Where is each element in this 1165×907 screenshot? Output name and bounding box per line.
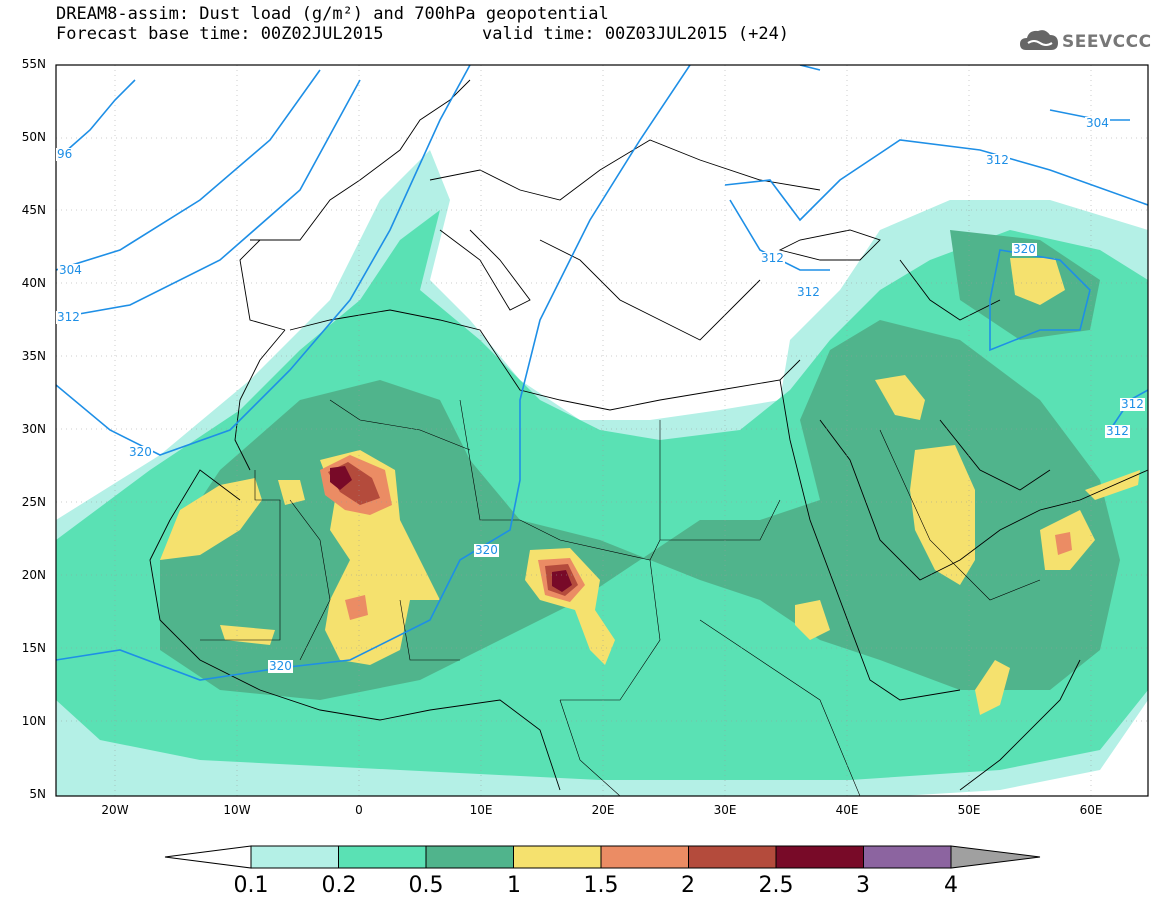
contour-label: 312 [1105,424,1130,438]
colorbar-label: 4 [944,873,958,898]
contour-label: 312 [985,153,1010,167]
colorbar-segment [250,845,339,869]
contour-label: 312 [760,251,785,265]
lon-label: 60E [1079,803,1103,817]
dust-region-8 [910,445,975,585]
colorbar-label: 2 [681,873,695,898]
dust-core-8 [345,595,368,620]
colorbar-label: 3 [856,873,870,898]
coastlines [149,79,1148,791]
colorbar-segment [775,845,864,869]
colorbar-label: 0.1 [233,873,269,898]
borders [200,399,1041,796]
valid-time: valid time: 00Z03JUL2015 (+24) [482,24,790,44]
colorbar-label: 1 [507,873,521,898]
lat-label: 20N [21,568,46,582]
dust-region-9 [1010,258,1065,305]
contour-label: 320 [474,543,499,557]
colorbar-segment [338,845,427,869]
plot-frame [55,64,1149,797]
dust-region-12 [975,660,1010,715]
colorbar-segment [425,845,514,869]
contour-label: 312 [1120,397,1145,411]
colorbar [164,845,1041,869]
colorbar-segment [600,845,689,869]
cloud-icon [1020,30,1058,50]
contour-label: 312 [56,310,81,324]
lat-label: 55N [21,57,46,71]
contour-label: 320 [1012,242,1037,256]
gridlines [56,65,1148,796]
seevccc-logo: SEEVCCC [1018,26,1158,56]
lat-label: 10N [21,714,46,728]
lat-label: 15N [21,641,46,655]
contour-label: 304 [58,263,83,277]
contour-label: 96 [56,147,74,161]
colorbar-segment [513,845,602,869]
lat-label: 40N [21,276,46,290]
dust-region-7 [875,375,925,420]
colorbar-label: 0.2 [321,873,357,898]
lon-label: 40E [835,803,859,817]
lon-label: 30E [713,803,737,817]
lat-label: 25N [21,495,46,509]
contour-label: 320 [128,445,153,459]
dust-region-6 [795,600,830,640]
colorbar-segment [688,845,777,869]
dust-core-6 [552,570,572,592]
dust-region-1 [160,478,262,560]
colorbar-label: 1.5 [583,873,619,898]
dust-core-3 [330,466,352,490]
lon-label: 10E [469,803,493,817]
lon-label: 0 [355,803,363,817]
lat-label: 35N [21,349,46,363]
lon-label: 20W [101,803,129,817]
contour-label: 312 [796,285,821,299]
dust-region-2 [278,480,305,505]
colorbar-label: 2.5 [758,873,794,898]
forecast-base-time: Forecast base time: 00Z02JUL2015 [56,24,384,44]
map-title: DREAM8-assim: Dust load (g/m²) and 700hP… [56,4,609,24]
colorbar-segment [863,845,952,869]
colorbar-arrow-high [950,845,1041,869]
lon-label: 50E [957,803,981,817]
lat-label: 45N [21,203,46,217]
colorbar-label: 0.5 [408,873,444,898]
lon-label: 10W [223,803,251,817]
lat-label: 30N [21,422,46,436]
lon-label: 20E [591,803,615,817]
logo-text: SEEVCCC [1062,32,1152,52]
contour-label: 320 [268,659,293,673]
contour-label: 304 [1085,116,1110,130]
lat-label: 5N [29,787,46,801]
dust-region-11 [1085,470,1140,500]
lat-label: 50N [21,130,46,144]
colorbar-arrow-low [164,845,252,869]
dust-core-7 [1055,532,1072,555]
